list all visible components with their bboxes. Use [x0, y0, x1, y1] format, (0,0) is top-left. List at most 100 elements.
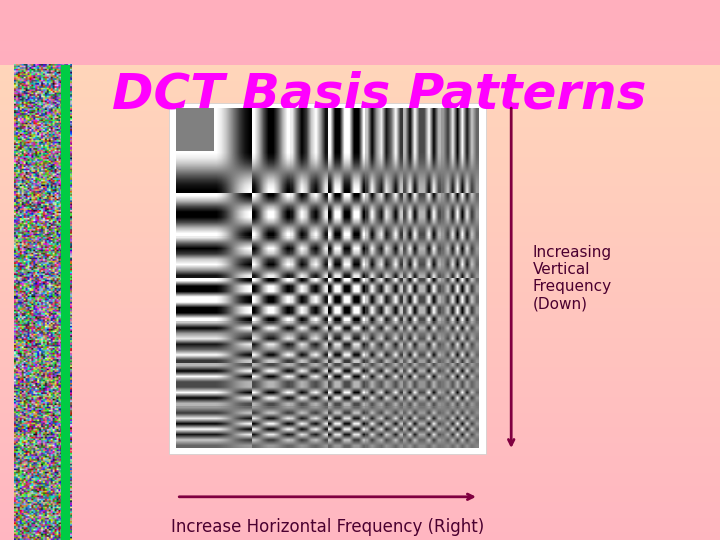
Bar — [0, 356, 720, 359]
Bar — [0, 194, 720, 197]
Bar — [0, 394, 720, 397]
Bar — [0, 470, 720, 472]
Bar — [0, 202, 720, 205]
Bar — [0, 346, 720, 348]
Bar — [0, 437, 720, 440]
Bar — [0, 513, 720, 516]
Bar — [0, 68, 720, 70]
Bar — [0, 200, 720, 202]
Bar — [0, 532, 720, 535]
Bar — [0, 505, 720, 508]
Bar — [0, 84, 720, 86]
Bar — [0, 397, 720, 400]
Bar — [0, 300, 720, 302]
Bar — [0, 148, 720, 151]
Bar — [0, 3, 720, 5]
Bar — [0, 135, 720, 138]
Bar — [0, 238, 720, 240]
Bar — [0, 321, 720, 324]
Bar — [0, 340, 720, 343]
Bar — [0, 232, 720, 235]
Bar — [0, 286, 720, 289]
Bar — [0, 289, 720, 292]
Bar — [0, 189, 720, 192]
Bar — [0, 292, 720, 294]
Bar — [0, 59, 720, 62]
Bar — [0, 256, 720, 259]
Text: Increase Horizontal Frequency (Right): Increase Horizontal Frequency (Right) — [171, 518, 485, 536]
Bar — [0, 351, 720, 354]
Bar — [0, 416, 720, 418]
Bar — [0, 432, 720, 435]
Bar — [0, 402, 720, 405]
Bar — [0, 178, 720, 181]
Bar — [0, 472, 720, 475]
Bar — [0, 246, 720, 248]
Text: DCT Basis Patterns: DCT Basis Patterns — [112, 70, 646, 118]
Bar — [0, 329, 720, 332]
Bar — [0, 494, 720, 497]
Bar — [0, 11, 720, 14]
Bar — [0, 159, 720, 162]
Bar — [0, 516, 720, 518]
Bar — [0, 16, 720, 19]
Bar — [0, 435, 720, 437]
Bar — [0, 294, 720, 297]
Bar — [0, 186, 720, 189]
Bar — [0, 448, 720, 451]
Bar — [0, 254, 720, 256]
Bar — [0, 127, 720, 130]
Bar — [0, 173, 720, 176]
Bar — [0, 486, 720, 489]
Bar — [0, 278, 720, 281]
Bar — [0, 32, 720, 35]
Bar — [0, 78, 720, 81]
Bar — [0, 424, 720, 427]
Bar — [0, 324, 720, 327]
Bar — [0, 243, 720, 246]
Bar — [0, 216, 720, 219]
Bar — [0, 43, 720, 46]
Bar — [61, 65, 70, 540]
Bar — [0, 0, 720, 65]
Bar — [0, 421, 720, 424]
Bar — [0, 475, 720, 478]
Bar — [0, 24, 720, 27]
Bar — [0, 370, 720, 373]
Bar — [0, 138, 720, 140]
Bar — [0, 211, 720, 213]
Bar — [0, 65, 720, 68]
Bar — [0, 105, 720, 108]
Bar — [0, 38, 720, 40]
Bar — [0, 259, 720, 262]
Bar — [0, 389, 720, 392]
Bar — [0, 140, 720, 143]
Bar — [0, 367, 720, 370]
Bar — [0, 167, 720, 170]
Bar — [0, 281, 720, 284]
Bar — [0, 19, 720, 22]
Bar — [0, 537, 720, 540]
Bar — [0, 14, 720, 16]
Bar — [0, 459, 720, 462]
Bar — [0, 316, 720, 319]
Bar — [0, 208, 720, 211]
Bar — [0, 35, 720, 38]
Bar — [0, 462, 720, 464]
Bar — [0, 40, 720, 43]
Bar — [0, 81, 720, 84]
Bar — [0, 529, 720, 532]
Bar — [0, 467, 720, 470]
Bar — [0, 151, 720, 154]
Bar — [0, 327, 720, 329]
Bar — [0, 478, 720, 481]
Bar — [0, 535, 720, 537]
Bar — [0, 392, 720, 394]
Bar — [0, 51, 720, 54]
Bar — [0, 381, 720, 383]
Bar — [0, 508, 720, 510]
Bar — [0, 143, 720, 146]
Bar — [0, 76, 720, 78]
Bar — [0, 332, 720, 335]
Bar — [0, 165, 720, 167]
